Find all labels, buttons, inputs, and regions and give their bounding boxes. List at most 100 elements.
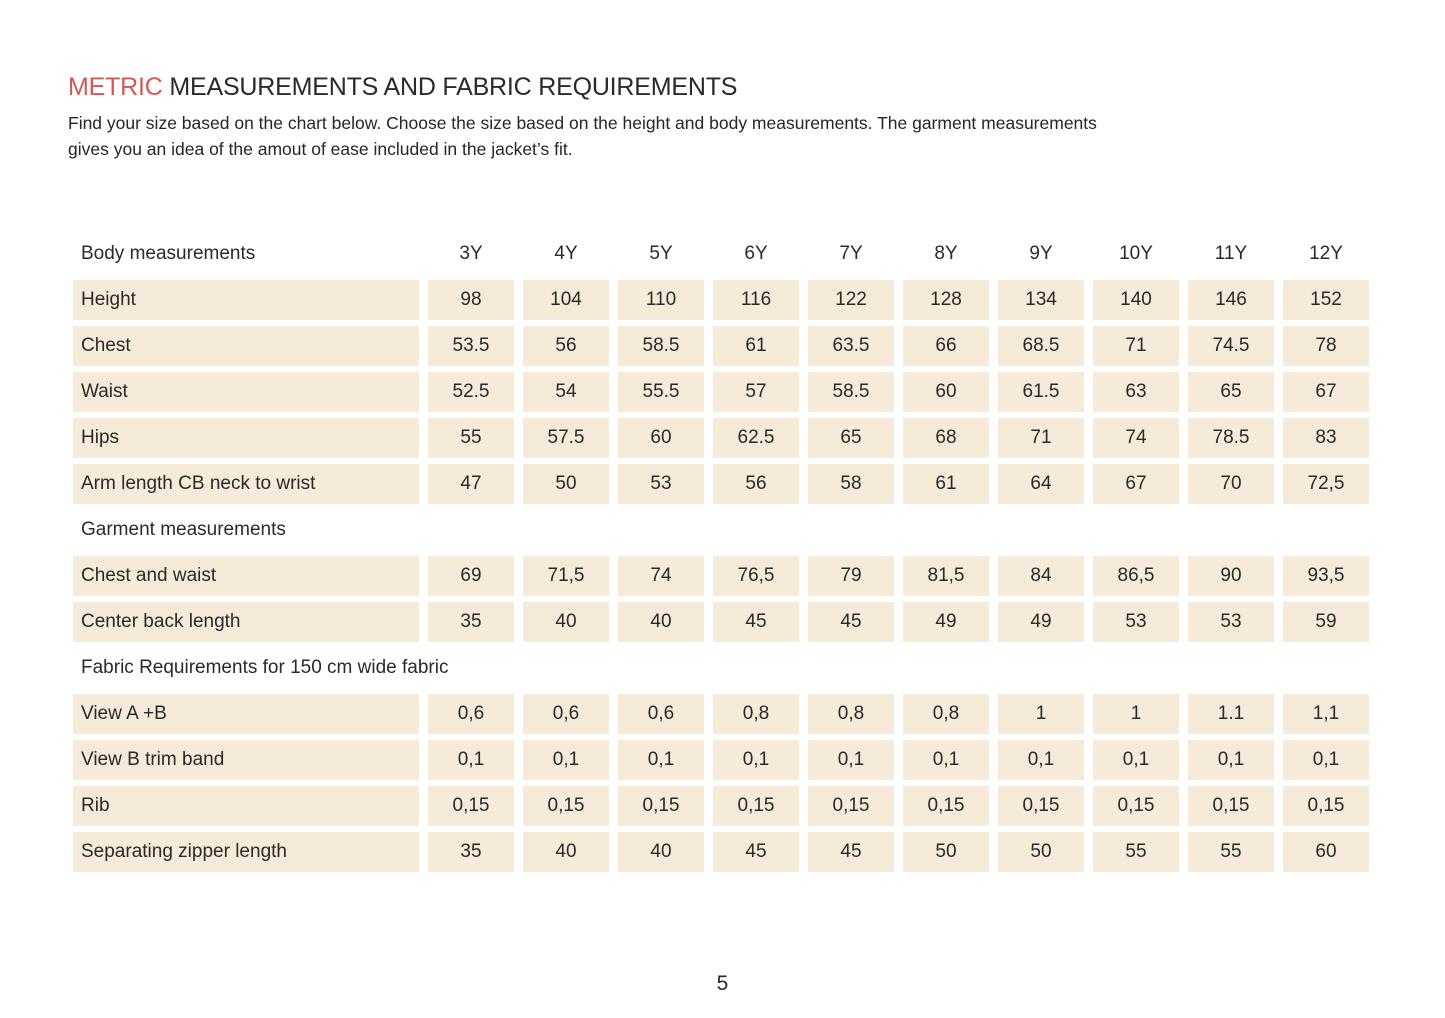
value-cell: 0,8 [808,694,894,734]
size-column-header: 6Y [744,243,768,264]
value-cell: 57.5 [523,418,609,458]
value-cell: 152 [1283,280,1369,320]
value-cell: 0,1 [1188,740,1274,780]
value-cell: 1 [998,694,1084,734]
row-label: View B trim band [73,740,419,780]
value-cell: 55 [1093,832,1179,872]
value-cell: 0,6 [523,694,609,734]
value-cell: 61.5 [998,372,1084,412]
value-cell: 45 [713,832,799,872]
value-cell: 40 [618,602,704,642]
value-cell: 64 [998,464,1084,504]
title-block: METRIC MEASUREMENTS AND FABRIC REQUIREME… [68,73,1378,162]
value-cell: 0,6 [428,694,514,734]
row-label: Chest [73,326,419,366]
value-cell: 1,1 [1283,694,1369,734]
value-cell: 134 [998,280,1084,320]
value-cell: 65 [1188,372,1274,412]
value-cell: 50 [903,832,989,872]
value-cell: 62.5 [713,418,799,458]
value-cell: 61 [903,464,989,504]
value-cell: 67 [1093,464,1179,504]
page-title: METRIC MEASUREMENTS AND FABRIC REQUIREME… [68,73,1378,102]
table-row: View A +B 0,6 0,6 0,6 0,8 0,8 0,8 1 1 1.1 1,1 [73,694,1373,734]
value-cell: 128 [903,280,989,320]
value-cell: 49 [998,602,1084,642]
value-cell: 0,8 [713,694,799,734]
value-cell: 116 [713,280,799,320]
value-cell: 63 [1093,372,1179,412]
value-cell: 58.5 [618,326,704,366]
row-label: View A +B [73,694,419,734]
value-cell: 0,15 [1283,786,1369,826]
value-cell: 35 [428,832,514,872]
size-column-header: 5Y [649,243,673,264]
value-cell: 0,1 [903,740,989,780]
section-heading: Garment measurements [81,519,286,540]
value-cell: 69 [428,556,514,596]
intro-line-1: Find your size based on the chart below.… [68,113,1097,133]
value-cell: 86,5 [1093,556,1179,596]
value-cell: 45 [808,832,894,872]
column-header-label: Body measurements [81,243,256,264]
value-cell: 71 [1093,326,1179,366]
value-cell: 0,6 [618,694,704,734]
value-cell: 0,1 [618,740,704,780]
row-label: Center back length [73,602,419,642]
value-cell: 55 [428,418,514,458]
value-cell: 58 [808,464,894,504]
value-cell: 78 [1283,326,1369,366]
table-row: Chest and waist 69 71,5 74 76,5 79 81,5 84 86,5 9… [73,556,1373,596]
value-cell: 56 [713,464,799,504]
section-heading-row: Fabric Requirements for 150 cm wide fabr… [73,648,1373,688]
value-cell: 55.5 [618,372,704,412]
value-cell: 49 [903,602,989,642]
row-label: Waist [73,372,419,412]
row-label: Height [73,280,419,320]
value-cell: 0,15 [903,786,989,826]
value-cell: 0,15 [998,786,1084,826]
value-cell: 84 [998,556,1084,596]
value-cell: 40 [523,602,609,642]
value-cell: 74.5 [1188,326,1274,366]
row-label: Chest and waist [73,556,419,596]
value-cell: 76,5 [713,556,799,596]
value-cell: 71 [998,418,1084,458]
value-cell: 1.1 [1188,694,1274,734]
size-column-header: 3Y [459,243,483,264]
value-cell: 59 [1283,602,1369,642]
value-cell: 0,15 [428,786,514,826]
size-column-header: 10Y [1119,243,1153,264]
value-cell: 0,1 [1283,740,1369,780]
value-cell: 0,15 [1188,786,1274,826]
value-cell: 40 [523,832,609,872]
value-cell: 0,1 [1093,740,1179,780]
value-cell: 60 [618,418,704,458]
table-header-row: Body measurements 3Y 4Y 5Y 6Y 7Y 8Y 9Y 10Y 11Y 12Y [73,234,1373,274]
value-cell: 146 [1188,280,1274,320]
value-cell: 0,1 [998,740,1084,780]
value-cell: 72,5 [1283,464,1369,504]
table-row: View B trim band 0,1 0,1 0,1 0,1 0,1 0,1 0,1 0,1… [73,740,1373,780]
value-cell: 55 [1188,832,1274,872]
table-row: Separating zipper length 35 40 40 45 45 50 50 55… [73,832,1373,872]
table-row: Waist 52.5 54 55.5 57 58.5 60 61.5 63 65 67 [73,372,1373,412]
table-row: Hips 55 57.5 60 62.5 65 68 71 74 78.5 83 [73,418,1373,458]
value-cell: 98 [428,280,514,320]
section-heading: Fabric Requirements for 150 cm wide fabr… [81,657,449,678]
value-cell: 56 [523,326,609,366]
value-cell: 47 [428,464,514,504]
value-cell: 81,5 [903,556,989,596]
size-column-header: 12Y [1309,243,1343,264]
value-cell: 74 [618,556,704,596]
size-column-header: 7Y [839,243,863,264]
value-cell: 0,1 [808,740,894,780]
value-cell: 65 [808,418,894,458]
value-cell: 0,1 [523,740,609,780]
value-cell: 35 [428,602,514,642]
value-cell: 45 [713,602,799,642]
size-column-header: 8Y [934,243,958,264]
value-cell: 54 [523,372,609,412]
value-cell: 71,5 [523,556,609,596]
